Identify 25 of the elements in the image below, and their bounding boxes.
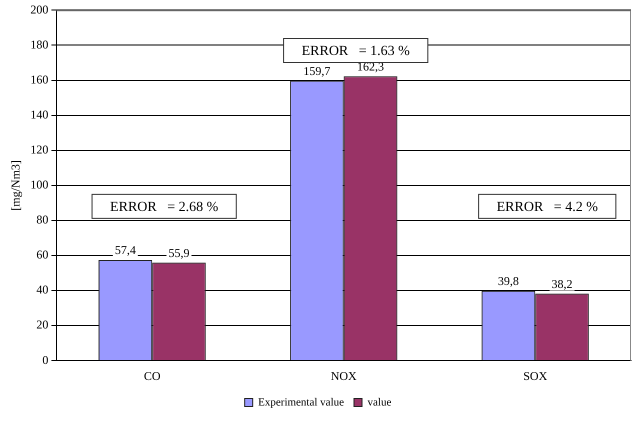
annotation: ERROR = 1.63 %	[302, 44, 410, 60]
data-label: 57,4	[114, 243, 136, 258]
x-tick-label: NOX	[330, 368, 358, 383]
annotation: ERROR = 4.2 %	[496, 200, 598, 216]
y-tick-label: 160	[30, 72, 48, 86]
data-label: 55,9	[168, 246, 190, 260]
y-tick-label: 180	[30, 37, 48, 52]
y-tick-label: 60	[36, 248, 48, 262]
y-tick-label: 120	[30, 142, 48, 157]
y-tick-label: 40	[36, 282, 48, 297]
y-tick-label: 0	[42, 352, 48, 367]
data-label: 39,8	[498, 274, 519, 288]
annotation: ERROR = 2.68 %	[110, 200, 219, 216]
legend-label: Experimental value	[258, 396, 344, 408]
data-label: 159,7	[303, 64, 330, 78]
data-label: 38,2	[552, 276, 573, 291]
y-tick-label: 200	[30, 2, 48, 16]
x-tick-label: CO	[144, 368, 161, 383]
y-axis-title: [mg/Nm3]	[8, 160, 22, 211]
x-tick-label: SOX	[523, 368, 548, 383]
y-tick-label: 80	[36, 212, 48, 227]
y-tick-label: 100	[30, 178, 48, 192]
y-tick-label: 20	[36, 318, 48, 332]
legend-label: value	[368, 396, 392, 408]
y-tick-label: 140	[30, 107, 48, 122]
